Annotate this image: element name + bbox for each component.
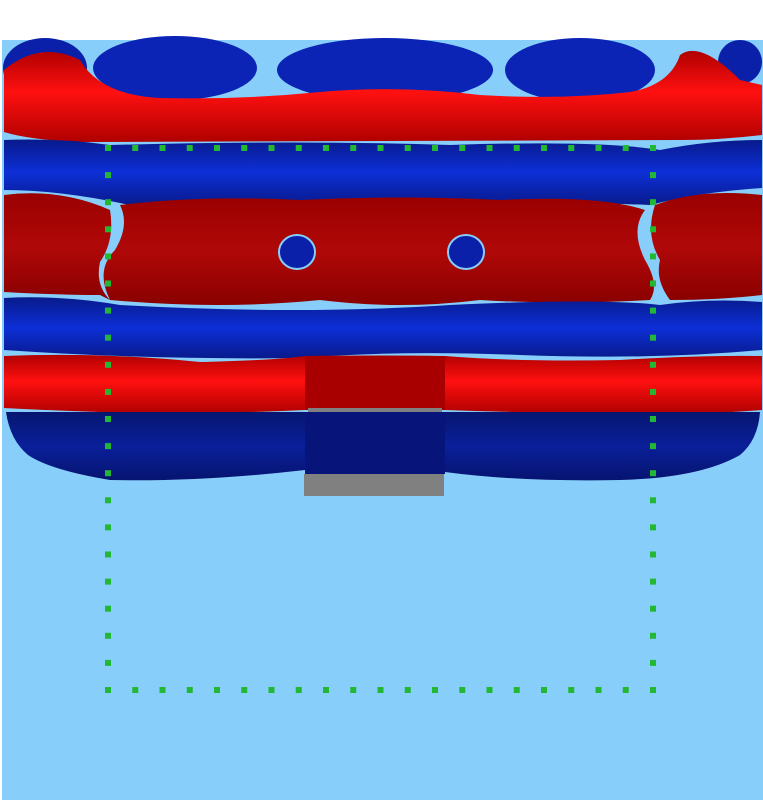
probe-marker-dot: [377, 687, 384, 693]
field-band-blue-3-center: [305, 412, 445, 474]
probe-marker-dot: [186, 145, 193, 151]
probe-marker-dot: [459, 687, 466, 693]
probe-marker-dot: [541, 687, 547, 693]
probe-marker-dot: [513, 145, 520, 151]
field-band-blue-3-right: [445, 412, 760, 481]
probe-marker-dot: [650, 497, 656, 504]
wall-block: [304, 474, 444, 496]
probe-marker-dot: [214, 145, 220, 151]
field-band-red-2-right: [651, 192, 762, 300]
probe-marker-dot: [432, 145, 438, 151]
probe-marker-dot: [105, 578, 111, 585]
probe-marker-dot: [105, 226, 111, 233]
probe-marker-dot: [404, 687, 411, 693]
probe-marker-dot: [568, 687, 575, 693]
probe-marker-dot: [377, 145, 384, 151]
probe-marker-dot: [595, 145, 602, 151]
field-hole-right: [447, 234, 485, 270]
field-band-red-3-center: [305, 356, 445, 410]
probe-marker-dot: [295, 687, 302, 693]
probe-marker-dot: [159, 145, 166, 151]
probe-marker-dot: [650, 551, 656, 558]
field-hole-left: [278, 234, 316, 270]
probe-marker-dot: [650, 687, 656, 693]
probe-marker-dot: [650, 334, 656, 341]
probe-marker-dot: [650, 632, 656, 639]
probe-marker-dot: [650, 172, 656, 179]
probe-marker-dot: [105, 280, 111, 287]
probe-marker-dot: [105, 199, 111, 206]
top-margin: [0, 0, 763, 40]
probe-marker-dot: [350, 145, 357, 151]
probe-marker-dot: [105, 659, 111, 666]
probe-marker-dot: [105, 470, 111, 477]
probe-marker-dot: [132, 687, 139, 693]
probe-marker-dot: [105, 253, 111, 260]
probe-marker-dot: [432, 687, 438, 693]
probe-marker-dot: [105, 605, 111, 612]
probe-marker-dot: [295, 145, 302, 151]
probe-marker-dot: [323, 687, 329, 693]
field-band-blue-2: [4, 297, 762, 359]
field-band-blue-3: [6, 412, 305, 481]
probe-marker-dot: [650, 361, 656, 368]
probe-marker-dot: [105, 361, 111, 368]
probe-marker-dot: [650, 280, 656, 287]
probe-marker-dot: [105, 307, 111, 314]
probe-marker-dot: [650, 388, 656, 395]
probe-marker-dot: [650, 578, 656, 585]
probe-marker-dot: [323, 145, 329, 151]
probe-marker-dot: [459, 145, 466, 151]
probe-marker-dot: [105, 172, 111, 179]
probe-marker-dot: [513, 687, 520, 693]
probe-marker-dot: [132, 145, 139, 151]
probe-marker-dot: [105, 524, 111, 531]
probe-marker-dot: [268, 145, 275, 151]
field-band-blue-1: [4, 139, 762, 205]
probe-marker-dot: [105, 443, 111, 450]
probe-marker-dot: [650, 226, 656, 233]
probe-marker-dot: [105, 145, 111, 151]
field-band-red-2: [4, 193, 112, 300]
probe-marker-dot: [650, 416, 656, 422]
probe-marker-dot: [650, 605, 656, 612]
probe-marker-dot: [105, 388, 111, 395]
probe-marker-dot: [650, 443, 656, 450]
field-band-red-2-center: [103, 197, 655, 305]
probe-marker-dot: [541, 145, 547, 151]
probe-marker-dot: [595, 687, 602, 693]
probe-marker-dot: [105, 551, 111, 558]
probe-marker-dot: [105, 632, 111, 639]
probe-marker-dot: [105, 497, 111, 504]
probe-marker-dot: [622, 687, 629, 693]
probe-marker-dot: [214, 687, 220, 693]
probe-marker-dot: [241, 145, 248, 151]
wall-block-top: [308, 408, 442, 412]
probe-marker-dot: [350, 687, 357, 693]
probe-marker-dot: [568, 145, 575, 151]
probe-marker-dot: [404, 145, 411, 151]
probe-marker-rectangle: [105, 145, 656, 693]
probe-marker-dot: [159, 687, 166, 693]
probe-marker-dot: [650, 199, 656, 206]
probe-marker-dot: [622, 145, 629, 151]
probe-marker-dot: [650, 253, 656, 260]
probe-marker-dot: [486, 687, 493, 693]
probe-marker-dot: [105, 687, 111, 693]
probe-marker-dot: [650, 145, 656, 151]
probe-marker-dot: [650, 659, 656, 666]
probe-marker-dot: [650, 307, 656, 314]
probe-marker-dot: [486, 145, 493, 151]
probe-marker-dot: [105, 334, 111, 341]
field-band-red-1: [4, 50, 762, 143]
probe-marker-dot: [650, 524, 656, 531]
probe-marker-dot: [105, 416, 111, 422]
probe-marker-dot: [650, 470, 656, 477]
probe-marker-dot: [241, 687, 248, 693]
probe-marker-dot: [186, 687, 193, 693]
probe-marker-dot: [268, 687, 275, 693]
